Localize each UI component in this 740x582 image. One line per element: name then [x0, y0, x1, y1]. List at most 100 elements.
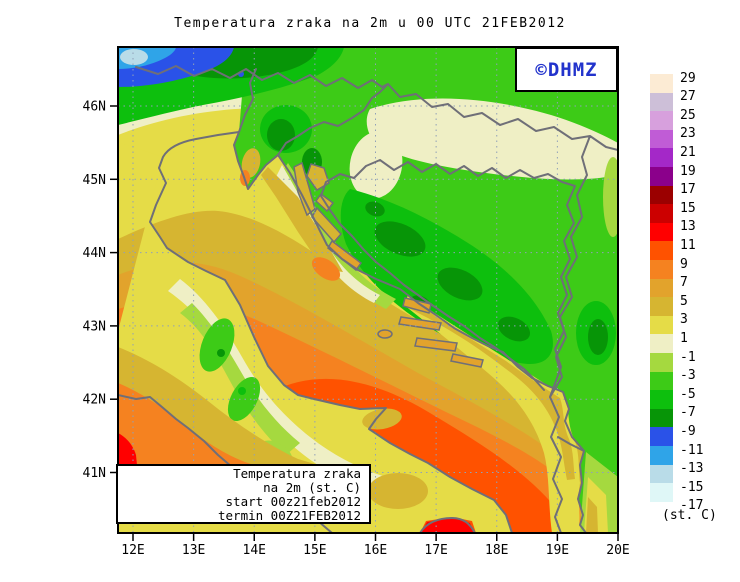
field-velebit-pale: [276, 165, 380, 303]
dhmz-watermark-box: ©DHMZ: [515, 47, 618, 92]
island-cres: [293, 161, 316, 217]
info-line-4: termin 00Z21FEB2012: [218, 508, 361, 523]
x-tick-label: 14E: [243, 543, 266, 558]
island-hvar: [398, 316, 442, 331]
colorbar-cell: [650, 446, 673, 465]
colorbar-label: -13: [680, 461, 704, 477]
colorbar-cell: [650, 185, 673, 205]
colorbar-label: 7: [680, 275, 688, 291]
info-line-1: Temperatura zraka: [233, 466, 361, 481]
y-tick-label: 46N: [83, 100, 106, 115]
colorbar-label: 29: [680, 70, 696, 86]
field-tyrrhenian-orange: [118, 383, 254, 465]
colorbar-cell: [650, 464, 673, 484]
colorbar-cell: [650, 483, 673, 502]
colorbar-cell: [650, 390, 673, 409]
x-tick-label: 13E: [182, 543, 205, 558]
colorbar-label: 15: [680, 200, 696, 216]
field-gorski-dark: [267, 119, 295, 151]
colorbar-cell: [650, 334, 673, 353]
island-krk: [306, 163, 330, 191]
x-tick-label: 15E: [303, 543, 326, 558]
page-title: Temperatura zraka na 2m u 00 UTC 21FEB20…: [174, 16, 566, 31]
colorbar-cell: [650, 167, 673, 186]
field-bosnia-dark3: [497, 316, 531, 342]
colorbar-cell: [650, 222, 673, 242]
colorbar-label: 5: [680, 293, 688, 309]
colorbar-label: -3: [680, 368, 696, 384]
colorbar-cell: [650, 501, 673, 521]
field-apennine-darkdot1: [217, 349, 225, 357]
field-albania-gold: [586, 497, 598, 533]
colorbar-cell: [650, 371, 673, 391]
colorbar-label: 25: [680, 107, 696, 123]
x-tick-label: 19E: [546, 543, 569, 558]
colorbar-cell: [650, 92, 673, 112]
field-zagreb-pale: [349, 131, 403, 199]
map-frame: [117, 46, 619, 534]
field-slavonia-pale: [366, 98, 618, 180]
colorbar-label: 3: [680, 312, 688, 328]
field-dalmatia-gold: [406, 299, 575, 480]
colorbar-cell: [650, 260, 673, 279]
colorbar-label: -11: [680, 442, 704, 458]
colorbar-label: -5: [680, 386, 696, 402]
colorbar-label: -9: [680, 423, 696, 439]
field-apennine-green1: [199, 318, 235, 372]
colorbar-label: 11: [680, 237, 696, 253]
island-dugi-otok: [327, 239, 363, 272]
colorbar-cell: [650, 204, 673, 223]
y-tick-label: 41N: [83, 466, 106, 481]
colorbar-label: -17: [680, 498, 704, 514]
colorbar-label: 23: [680, 126, 696, 142]
colorbar-unit-label: (st. C): [662, 508, 717, 523]
dhmz-watermark-text: ©DHMZ: [535, 58, 598, 81]
field-apennine-darkdot2: [238, 387, 246, 395]
colorbar-cell: [650, 353, 673, 372]
island-brac: [402, 297, 432, 314]
y-tick-label: 43N: [83, 319, 106, 334]
info-line-3: start 00z21feb2012: [225, 494, 361, 509]
field-bosnia-dark5: [365, 201, 385, 217]
country-borders: [135, 65, 618, 533]
colorbar-label: 27: [680, 89, 696, 105]
info-line-2: na 2m (st. C): [263, 480, 361, 495]
colorbar-cell: [650, 297, 673, 316]
colorbar-cell: [650, 74, 673, 93]
colorbar-label: -1: [680, 349, 696, 365]
colorbar-label: -7: [680, 405, 696, 421]
x-tick-label: 20E: [606, 543, 629, 558]
field-east-edge-yellowgreen: [603, 157, 618, 237]
x-tick-label: 18E: [485, 543, 508, 558]
colorbar-cell: [650, 241, 673, 260]
x-tick-label: 12E: [121, 543, 144, 558]
coastlines: [118, 131, 587, 533]
island-mljet: [450, 353, 484, 368]
temperature-colorbar: 29 27 25 23 21 19 17 15 13 11 9 7 5 3 1 -1 -3 -5 -7 -9 -11 -1…: [650, 70, 740, 534]
field-apennine-green2: [227, 376, 261, 422]
field-tyrrhenian-red: [118, 433, 137, 465]
colorbar-label: 13: [680, 219, 696, 235]
field-alps-lightblue: [120, 49, 148, 65]
island-vis: [377, 329, 393, 339]
field-kvarner-gold: [261, 167, 343, 272]
x-tick-label: 17E: [424, 543, 447, 558]
coastline-path: [118, 131, 587, 533]
colorbar-label: 21: [680, 144, 696, 160]
field-bosnia-dark1: [374, 221, 426, 257]
islands: [293, 161, 484, 368]
colorbar-cell: [650, 129, 673, 149]
y-tick-label: 44N: [83, 246, 106, 261]
colorbar-label: 19: [680, 163, 696, 179]
colorbar-cell: [650, 315, 673, 335]
colorbar-cell: [650, 278, 673, 298]
border-paths: [135, 65, 618, 533]
field-serbia-dark: [588, 319, 608, 355]
field-dalmatia-yellow: [404, 295, 584, 533]
field-kvarner-orange: [311, 257, 341, 281]
colorbar-label: 17: [680, 182, 696, 198]
field-apulia-gold: [368, 473, 428, 509]
y-tick-label: 45N: [83, 173, 106, 188]
colorbar-label: 9: [680, 256, 688, 272]
